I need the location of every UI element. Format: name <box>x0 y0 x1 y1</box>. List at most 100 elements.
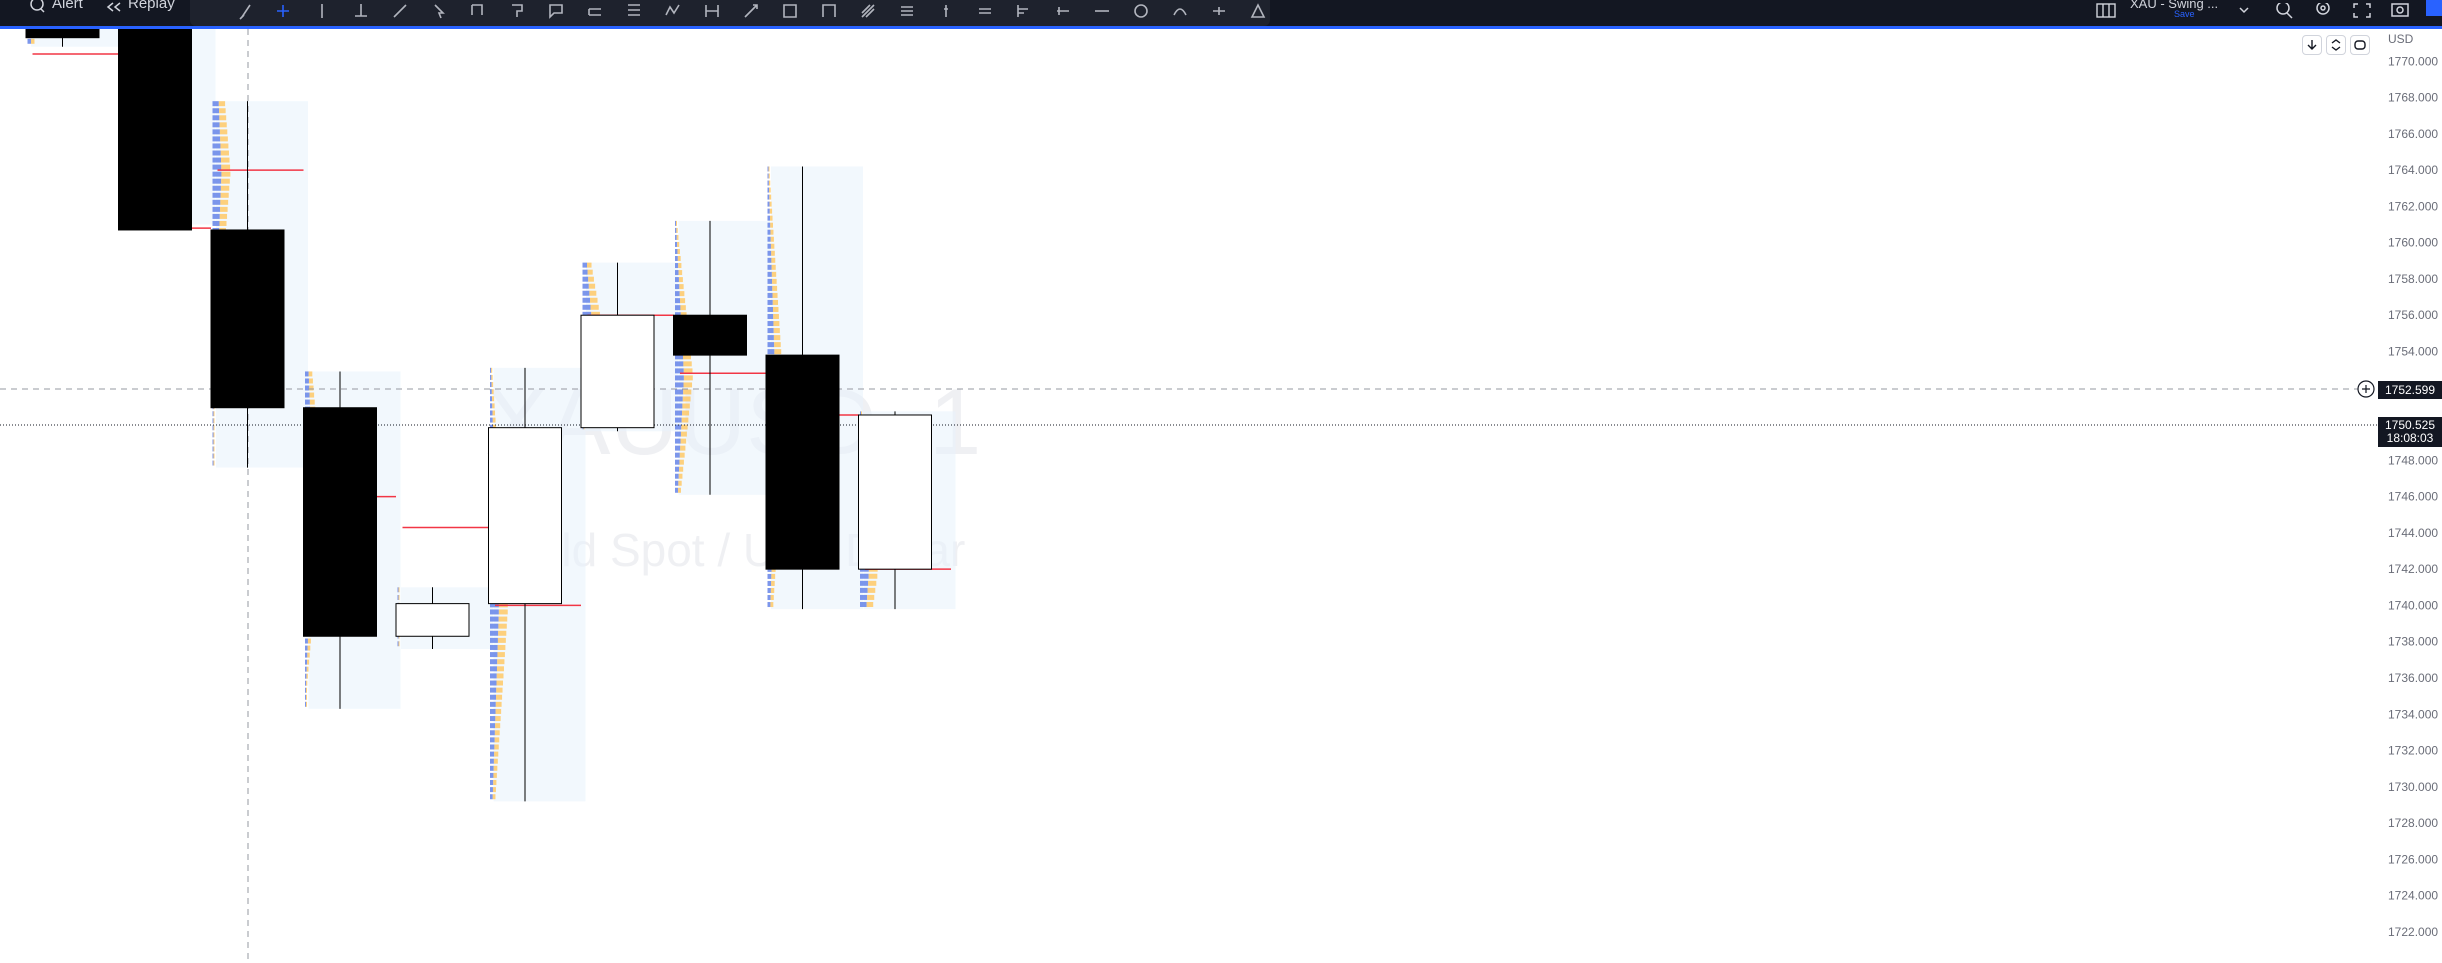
scroll-to-latest-button[interactable] <box>2302 35 2322 55</box>
alert-button[interactable]: Alert <box>28 0 83 14</box>
volume-bar-orange <box>495 723 501 729</box>
volume-bar-blue <box>675 312 681 318</box>
volume-bar-blue <box>212 453 214 459</box>
fib-retracement-icon[interactable] <box>620 0 648 22</box>
volume-bar-blue <box>767 215 771 221</box>
search-icon[interactable] <box>2275 0 2295 22</box>
cursor-arrow-icon[interactable] <box>425 0 453 22</box>
parallel-channel-icon[interactable] <box>581 0 609 22</box>
volume-bar-blue <box>860 580 869 586</box>
volume-bar-orange <box>680 438 687 444</box>
flag-pin-icon[interactable] <box>503 0 531 22</box>
volume-bar-orange <box>683 382 693 388</box>
volume-bar-orange <box>774 342 781 348</box>
callout-icon[interactable] <box>464 0 492 22</box>
volume-bar-orange <box>220 185 230 191</box>
note-icon[interactable] <box>542 0 570 22</box>
cross-line-icon[interactable] <box>1205 0 1233 22</box>
volume-bar-blue <box>490 751 495 757</box>
layout-icon[interactable] <box>2095 0 2117 22</box>
volume-bar-blue <box>490 396 493 402</box>
volume-bar-blue <box>212 220 220 226</box>
volume-bar-blue <box>305 645 308 651</box>
volume-bar-blue <box>582 297 591 303</box>
horizontal-line-icon[interactable] <box>1088 0 1116 22</box>
candle-body <box>858 414 932 570</box>
camera-icon[interactable] <box>2390 0 2410 22</box>
volume-bar-blue <box>675 354 684 360</box>
volume-bar-blue <box>305 399 310 405</box>
projection-icon[interactable] <box>1049 0 1077 22</box>
volume-bar-blue <box>490 701 496 707</box>
volume-bar-orange <box>589 290 597 296</box>
volume-bar-orange <box>679 466 684 472</box>
y-tick-label: 1736.000 <box>2388 671 2438 685</box>
layout-name[interactable]: XAU - Swing ... <box>2130 0 2219 11</box>
alert-label: Alert <box>52 0 83 12</box>
arrow-icon[interactable] <box>737 0 765 22</box>
lines-icon[interactable] <box>971 0 999 22</box>
brush-icon[interactable] <box>230 0 258 22</box>
volume-bar-blue <box>767 314 774 320</box>
ray-icon[interactable] <box>932 0 960 22</box>
date-range-icon[interactable] <box>698 0 726 22</box>
reset-chart-button[interactable] <box>2350 35 2370 55</box>
volume-bar-orange <box>220 136 228 142</box>
volume-bar-orange <box>769 201 772 207</box>
volume-bar-blue <box>767 271 772 277</box>
publish-button[interactable] <box>2426 0 2442 16</box>
gear-icon[interactable] <box>2313 0 2333 22</box>
volume-bar-orange <box>213 460 215 466</box>
rectangle-icon[interactable] <box>776 0 804 22</box>
volume-bar-blue <box>767 580 772 586</box>
trend-line-icon[interactable] <box>386 0 414 22</box>
volume-bar-orange <box>307 638 311 644</box>
anchored-vwap-icon[interactable] <box>347 0 375 22</box>
path-icon[interactable] <box>815 0 843 22</box>
volume-bar-blue <box>675 298 681 304</box>
volume-bar-orange <box>770 222 773 228</box>
pitchfork-icon[interactable] <box>854 0 882 22</box>
collapse-button[interactable] <box>2326 35 2346 55</box>
currency-label[interactable]: USD <box>2388 32 2414 46</box>
polyline-icon[interactable] <box>659 0 687 22</box>
volume-bar-blue <box>490 694 497 700</box>
volume-bar-orange <box>678 480 682 486</box>
volume-bar-orange <box>677 241 680 247</box>
volume-bar-orange <box>677 248 680 254</box>
crosshair-icon[interactable] <box>269 0 297 22</box>
crosshair-add-button[interactable] <box>2357 380 2375 398</box>
y-tick-label: 1762.000 <box>2388 199 2438 213</box>
triangle-icon[interactable] <box>1244 0 1272 22</box>
volume-bar-orange <box>494 730 500 736</box>
bar-countdown: 18:08:03 <box>2386 431 2434 445</box>
fullscreen-icon[interactable] <box>2352 0 2372 22</box>
curve-icon[interactable] <box>1166 0 1194 22</box>
price-line-icon[interactable] <box>1010 0 1038 22</box>
price-range-icon[interactable] <box>893 0 921 22</box>
chevron-down-icon[interactable] <box>2238 0 2250 22</box>
price-chart[interactable]: XAUUSD, 1 Gold Spot / U.S. Dollar USD 17… <box>0 29 2442 963</box>
volume-bar-blue <box>582 276 589 282</box>
volume-bar-blue <box>767 229 771 235</box>
volume-bar-orange <box>220 206 228 212</box>
circle-icon[interactable] <box>1127 0 1155 22</box>
volume-bar-blue <box>212 129 220 135</box>
volume-bar-orange <box>868 573 878 579</box>
volume-bar-orange <box>497 652 505 658</box>
volume-bar-blue <box>675 459 680 465</box>
volume-bar-blue <box>767 595 771 601</box>
volume-bar-blue <box>675 389 684 395</box>
volume-bar-blue <box>675 234 677 240</box>
vertical-line-icon[interactable] <box>308 0 336 22</box>
volume-bar-orange <box>498 630 507 636</box>
volume-bar-blue <box>212 439 214 445</box>
volume-bar-orange <box>307 645 311 651</box>
volume-bar-blue <box>397 595 399 601</box>
volume-bar-orange <box>492 410 496 416</box>
replay-button[interactable]: Replay <box>106 0 175 14</box>
volume-bar-orange <box>771 271 777 277</box>
save-status[interactable]: Save <box>2174 9 2195 19</box>
volume-bar-orange <box>496 680 504 686</box>
volume-bar-orange <box>770 229 774 235</box>
